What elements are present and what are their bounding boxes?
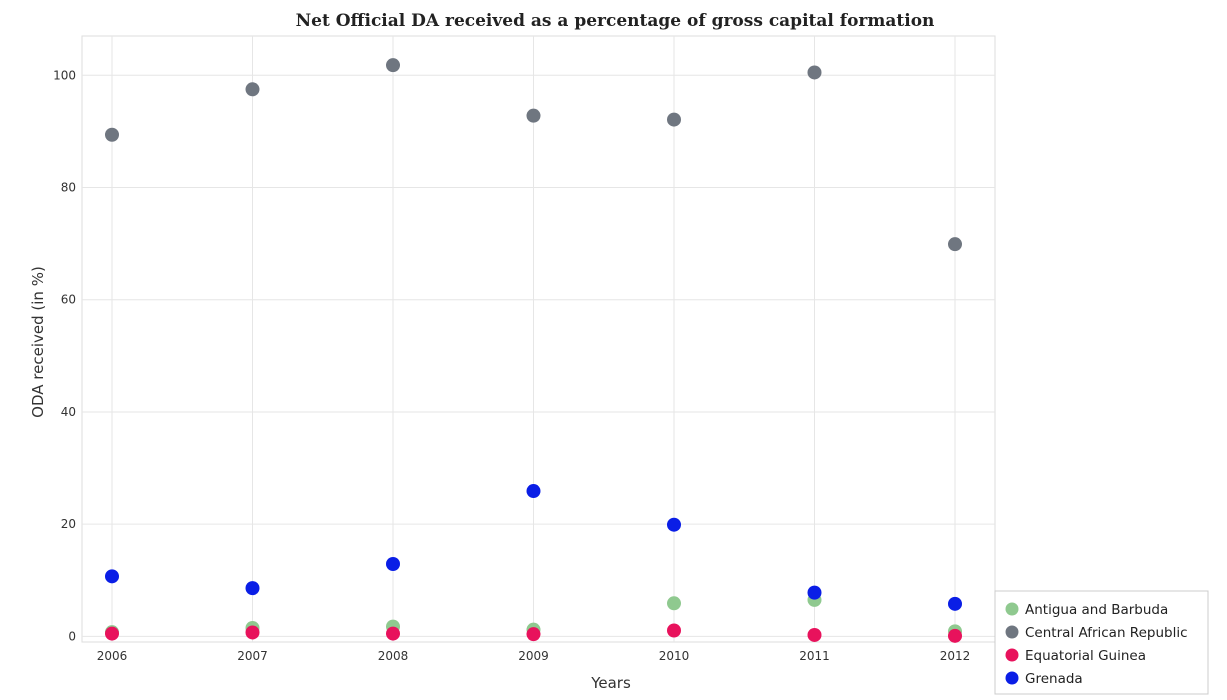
legend-marker: [1005, 648, 1019, 662]
data-point: [667, 112, 681, 127]
legend-marker: [1005, 602, 1019, 616]
legend: Antigua and Barbuda Central African Repub…: [994, 590, 1209, 695]
data-point: [807, 585, 822, 600]
legend-marker: [1005, 671, 1019, 685]
legend-box: [994, 590, 1209, 695]
data-point: [948, 237, 962, 252]
data-point: [526, 108, 541, 123]
data-point: [667, 596, 681, 611]
y-tick-label: 60: [61, 293, 76, 307]
y-tick-label: 100: [53, 68, 76, 82]
y-tick-label: 0: [68, 629, 76, 643]
data-point: [807, 65, 822, 80]
plot-border: [81, 35, 996, 643]
legend-label: Grenada: [1025, 671, 1083, 687]
data-point: [386, 626, 400, 641]
data-point: [245, 625, 260, 640]
data-point: [105, 127, 119, 142]
data-point: [245, 581, 260, 596]
legend-items: Antigua and Barbuda Central African Repub…: [1005, 602, 1188, 687]
data-point: [807, 627, 822, 642]
data-point: [667, 517, 681, 532]
x-tick-label: 2009: [518, 649, 549, 663]
x-tick-label: 2008: [378, 649, 409, 663]
x-tick-label: 2007: [237, 649, 268, 663]
data-point: [526, 484, 541, 499]
x-tick-label: 2011: [799, 649, 830, 663]
x-tick-label: 2012: [940, 649, 971, 663]
data-point: [526, 627, 541, 642]
data-point: [948, 628, 962, 643]
legend-marker: [1005, 625, 1019, 639]
y-axis: 0 20 40 60 80 100: [53, 68, 76, 643]
plot-area: 0 20 40 60 80 100 2006 2007 2008 2009 2010 2011 201…: [53, 35, 996, 663]
data-point: [386, 58, 400, 73]
legend-label: Central African Republic: [1025, 625, 1188, 641]
data-points: [105, 58, 962, 643]
data-point: [105, 569, 119, 584]
legend-label: Antigua and Barbuda: [1025, 602, 1168, 618]
legend-label: Equatorial Guinea: [1025, 648, 1146, 664]
data-point: [105, 626, 119, 641]
y-tick-label: 80: [61, 181, 76, 195]
chart-title: Net Official DA received as a percentage…: [296, 11, 935, 31]
x-axis-title: Years: [590, 674, 631, 692]
gridlines: [82, 36, 995, 642]
x-axis: 2006 2007 2008 2009 2010 2011 2012: [97, 649, 971, 663]
y-tick-label: 40: [61, 405, 76, 419]
data-point: [948, 596, 962, 611]
y-tick-label: 20: [61, 517, 76, 531]
x-tick-label: 2010: [659, 649, 690, 663]
x-tick-label: 2006: [97, 649, 128, 663]
data-point: [667, 623, 681, 638]
data-point: [245, 82, 260, 97]
data-point: [386, 557, 400, 572]
y-axis-title: ODA received (in %): [29, 266, 47, 418]
